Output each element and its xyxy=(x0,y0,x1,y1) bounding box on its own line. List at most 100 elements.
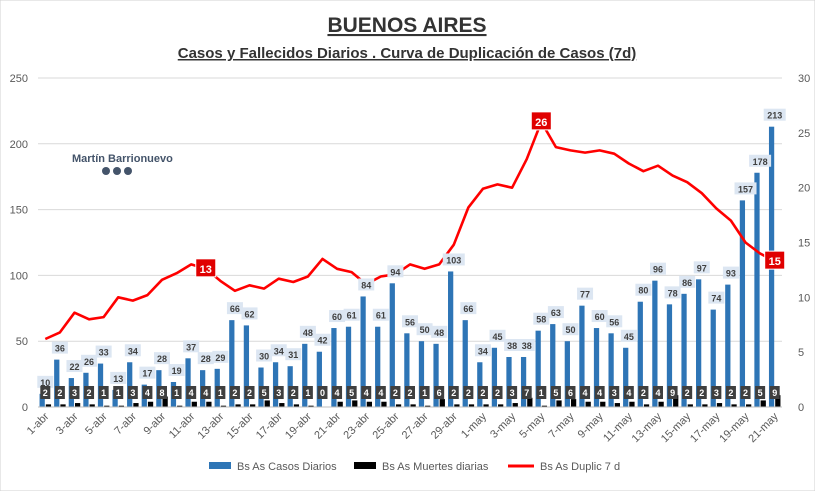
death-value-label: 3 xyxy=(130,388,135,398)
case-label-box xyxy=(591,310,608,323)
death-label-box xyxy=(302,386,313,399)
death-label-box xyxy=(142,386,153,399)
death-label-box xyxy=(127,386,138,399)
death-label-box xyxy=(215,386,226,399)
death-value-label: 2 xyxy=(495,388,500,398)
case-value-label: 38 xyxy=(522,341,532,351)
case-label-box xyxy=(650,262,666,275)
doubling-line xyxy=(44,120,776,341)
death-label-box xyxy=(463,386,474,399)
case-value-label: 50 xyxy=(420,325,430,335)
death-value-label: 6 xyxy=(437,388,442,398)
y-left-tick-label: 50 xyxy=(16,336,28,348)
case-value-label: 36 xyxy=(55,344,65,354)
case-label-box xyxy=(708,291,725,304)
bar-deaths xyxy=(483,404,489,407)
death-label-box xyxy=(317,386,328,399)
death-value-label: 4 xyxy=(378,388,383,398)
y-right-tick-label: 5 xyxy=(798,347,804,359)
bar-deaths xyxy=(337,401,343,407)
case-label-box xyxy=(154,352,170,365)
case-value-label: 77 xyxy=(580,290,590,300)
case-value-label: 63 xyxy=(551,308,561,318)
callout-value: 13 xyxy=(200,264,212,276)
case-value-label: 97 xyxy=(697,263,707,273)
death-value-label: 3 xyxy=(612,388,617,398)
death-label-box xyxy=(769,386,780,399)
case-value-label: 17 xyxy=(142,369,152,379)
death-value-label: 5 xyxy=(262,388,267,398)
case-value-label: 28 xyxy=(201,354,211,364)
legend-label: Bs As Muertes diarias xyxy=(382,461,489,473)
legend-label: Bs As Duplic 7 d xyxy=(540,461,620,473)
death-value-label: 2 xyxy=(699,388,704,398)
bar-deaths xyxy=(293,404,300,407)
bar-deaths xyxy=(191,401,197,407)
death-label-box xyxy=(375,386,386,399)
bar-cases xyxy=(506,356,512,407)
death-value-label: 5 xyxy=(349,388,354,398)
death-value-label: 2 xyxy=(247,388,252,398)
case-value-label: 34 xyxy=(274,346,284,356)
death-label-box xyxy=(696,386,707,399)
death-value-label: 3 xyxy=(276,388,281,398)
death-label-box xyxy=(594,386,605,399)
case-value-label: 13 xyxy=(113,374,123,384)
death-value-label: 7 xyxy=(524,388,529,398)
death-label-box xyxy=(419,386,430,399)
bar-deaths xyxy=(89,404,95,407)
death-label-box xyxy=(550,386,561,399)
bar-deaths xyxy=(614,403,620,407)
bar-cases xyxy=(564,341,570,407)
bar-deaths xyxy=(556,400,562,407)
death-value-label: 4 xyxy=(145,388,150,398)
bar-cases xyxy=(696,279,702,407)
bar-deaths xyxy=(206,401,212,407)
death-value-label: 4 xyxy=(583,388,588,398)
death-value-label: 4 xyxy=(626,388,631,398)
case-value-label: 60 xyxy=(595,312,605,322)
y-right-tick-label: 25 xyxy=(798,128,810,140)
case-label-box xyxy=(124,344,141,357)
case-value-label: 45 xyxy=(624,332,634,342)
case-label-box xyxy=(270,344,287,357)
bar-cases xyxy=(127,362,133,407)
case-label-box xyxy=(139,366,156,379)
case-value-label: 93 xyxy=(726,269,736,279)
case-value-label: 22 xyxy=(69,362,79,372)
bar-cases xyxy=(433,343,439,407)
case-label-box xyxy=(329,310,346,323)
case-value-label: 56 xyxy=(405,317,415,327)
facebook-icon xyxy=(102,167,110,175)
bar-deaths xyxy=(600,401,606,407)
death-label-box xyxy=(259,386,270,399)
callout-value: 15 xyxy=(769,256,781,268)
callout-box xyxy=(764,250,786,270)
case-label-box xyxy=(606,315,623,328)
y-right-tick-label: 0 xyxy=(798,402,804,414)
bar-cases xyxy=(623,347,629,407)
case-label-box xyxy=(37,375,54,388)
case-label-box xyxy=(562,323,579,336)
bar-cases xyxy=(739,200,746,407)
bar-deaths xyxy=(527,397,533,407)
case-label-box xyxy=(620,329,637,342)
bar-deaths xyxy=(352,400,358,407)
case-value-label: 94 xyxy=(390,267,400,277)
instagram-icon xyxy=(124,167,132,175)
death-label-box xyxy=(536,386,547,399)
bar-deaths xyxy=(585,401,591,407)
bar-deaths xyxy=(264,400,270,407)
case-label-box xyxy=(110,371,127,384)
legend-swatch-bar xyxy=(209,462,231,469)
y-right-tick-label: 10 xyxy=(798,292,810,304)
death-label-box xyxy=(273,386,284,399)
bar-deaths xyxy=(177,405,183,407)
bar-deaths xyxy=(746,404,752,407)
bar-cases xyxy=(418,341,425,407)
case-label-box xyxy=(431,325,448,338)
bar-deaths xyxy=(541,405,548,407)
death-label-box xyxy=(725,386,736,399)
death-label-box xyxy=(477,386,488,399)
